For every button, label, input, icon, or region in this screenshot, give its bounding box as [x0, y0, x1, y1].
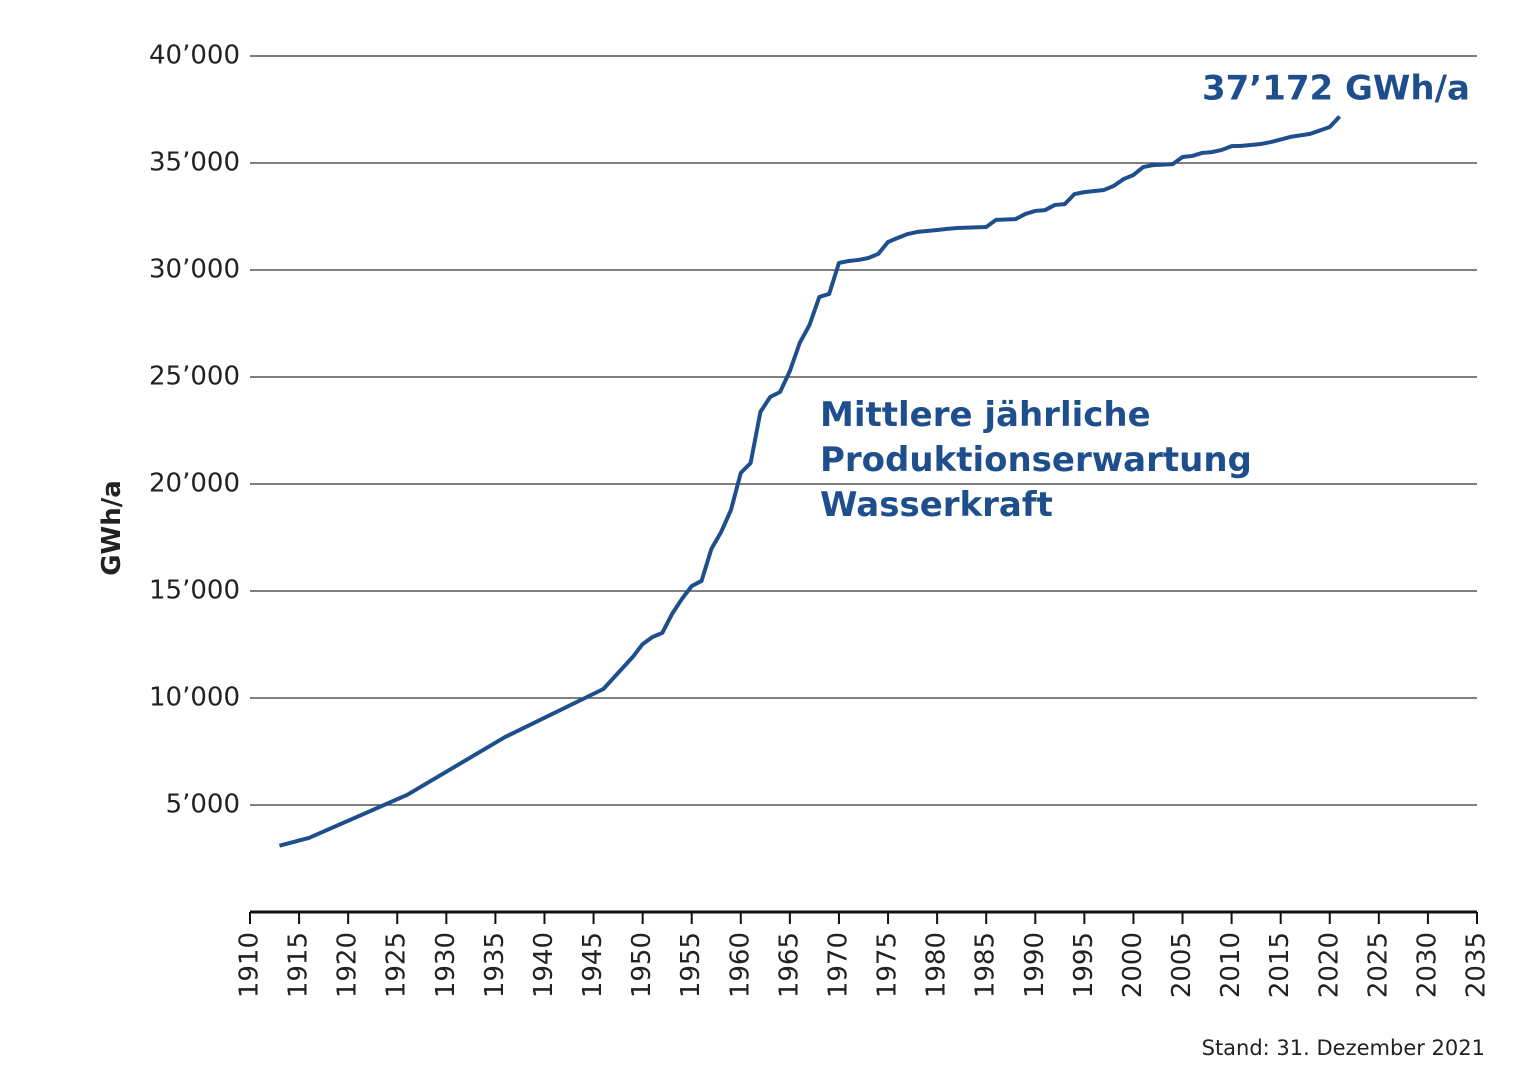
y-tick-label: 25’000	[149, 362, 240, 392]
footnote: Stand: 31. Dezember 2021	[1202, 1036, 1485, 1060]
y-tick-label: 15’000	[149, 576, 240, 606]
x-tick-label: 1945	[578, 932, 608, 998]
y-tick-label: 35’000	[149, 148, 240, 178]
y-tick-label: 5’000	[166, 790, 240, 820]
annotation-line: Produktionserwartung	[820, 440, 1252, 480]
x-tick-label: 1970	[823, 932, 853, 998]
x-tick-label: 1990	[1020, 932, 1050, 998]
x-tick-label: 1950	[627, 932, 657, 998]
x-tick-label: 1940	[529, 932, 559, 998]
x-tick-label: 2005	[1167, 932, 1197, 998]
annotation: Mittlere jährliche Produktionserwartung Wa…	[820, 395, 1252, 525]
end-label: 37’172 GWh/a	[1202, 69, 1470, 109]
x-tick-label: 2010	[1216, 932, 1246, 998]
y-tick-label: 30’000	[149, 255, 240, 285]
x-tick-label: 2030	[1412, 932, 1442, 998]
x-tick-label: 1985	[971, 932, 1001, 998]
annotation-line: Mittlere jährliche	[820, 395, 1151, 435]
y-tick-label: 10’000	[149, 683, 240, 713]
x-tick-label: 1915	[284, 932, 314, 998]
x-tick-label: 2000	[1118, 932, 1148, 998]
x-tick-label: 1930	[431, 932, 461, 998]
x-tick-label: 2015	[1265, 932, 1295, 998]
y-tick-label: 40’000	[149, 41, 240, 71]
y-axis-label: GWh/a	[97, 480, 127, 576]
x-tick-label: 1910	[235, 932, 265, 998]
data-line	[278, 115, 1342, 848]
x-tick-label: 1920	[333, 932, 363, 998]
x-tick-label: 1995	[1069, 932, 1099, 998]
x-tick-label: 2020	[1314, 932, 1344, 998]
x-tick-label: 2035	[1462, 932, 1492, 998]
y-tick-label: 20’000	[149, 469, 240, 499]
x-tick-label: 1925	[382, 932, 412, 998]
x-tick-label: 1980	[922, 932, 952, 998]
x-tick-label: 1960	[725, 932, 755, 998]
x-tick-label: 1935	[480, 932, 510, 998]
x-tick-label: 1955	[676, 932, 706, 998]
annotation-line: Wasserkraft	[820, 485, 1053, 525]
x-tick-label: 1975	[873, 932, 903, 998]
x-tick-label: 1965	[774, 932, 804, 998]
x-tick-label: 2025	[1363, 932, 1393, 998]
